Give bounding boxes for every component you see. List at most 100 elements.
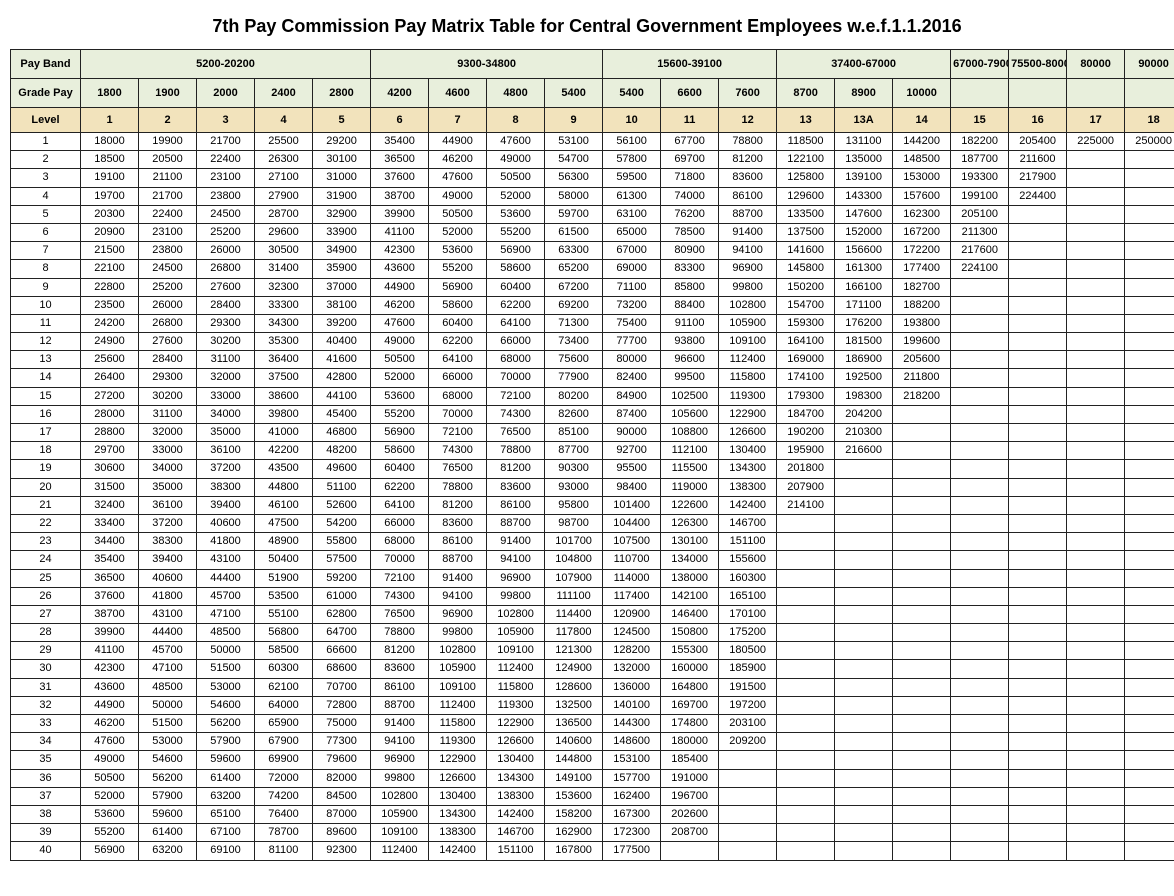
matrix-cell: 56300: [545, 169, 603, 187]
matrix-cell: 91400: [371, 715, 429, 733]
matrix-cell: [951, 296, 1009, 314]
matrix-cell: 122900: [429, 751, 487, 769]
matrix-cell: 150200: [777, 278, 835, 296]
table-row: 3244900500005460064000728008870011240011…: [11, 696, 1174, 714]
matrix-cell: 93800: [661, 333, 719, 351]
matrix-cell: 201800: [777, 460, 835, 478]
table-row: 1930600340003720043500496006040076500812…: [11, 460, 1174, 478]
matrix-cell: 90000: [603, 424, 661, 442]
matrix-cell: 47600: [429, 169, 487, 187]
matrix-cell: 174800: [661, 715, 719, 733]
matrix-cell: 21100: [139, 169, 197, 187]
matrix-cell: [1125, 424, 1174, 442]
matrix-cell: [1125, 460, 1174, 478]
matrix-cell: 105600: [661, 405, 719, 423]
table-row: 4056900632006910081100923001124001424001…: [11, 842, 1174, 860]
matrix-cell: 37600: [371, 169, 429, 187]
matrix-cell: 35400: [371, 133, 429, 151]
matrix-cell: 76500: [487, 424, 545, 442]
matrix-cell: [835, 514, 893, 532]
matrix-cell: 31000: [313, 169, 371, 187]
row-index: 40: [11, 842, 81, 860]
row-index: 38: [11, 805, 81, 823]
matrix-cell: 25500: [255, 133, 313, 151]
matrix-cell: 38300: [139, 533, 197, 551]
matrix-cell: [835, 569, 893, 587]
row-index: 9: [11, 278, 81, 296]
matrix-cell: [951, 333, 1009, 351]
row-index: 23: [11, 533, 81, 551]
matrix-cell: [777, 605, 835, 623]
matrix-cell: 39900: [81, 624, 139, 642]
matrix-cell: 24500: [139, 260, 197, 278]
table-row: 1180001990021700255002920035400449004760…: [11, 133, 1174, 151]
matrix-cell: 85800: [661, 278, 719, 296]
matrix-cell: [893, 805, 951, 823]
matrix-cell: 28400: [197, 296, 255, 314]
matrix-cell: 46200: [429, 151, 487, 169]
matrix-cell: [1067, 751, 1125, 769]
matrix-cell: 64700: [313, 624, 371, 642]
table-row: 3853600596006510076400870001059001343001…: [11, 805, 1174, 823]
matrix-cell: 61300: [603, 187, 661, 205]
matrix-cell: 112400: [719, 351, 777, 369]
matrix-cell: [893, 605, 951, 623]
matrix-cell: 112400: [371, 842, 429, 860]
matrix-cell: 182700: [893, 278, 951, 296]
matrix-cell: 91100: [661, 314, 719, 332]
matrix-cell: 117400: [603, 587, 661, 605]
matrix-cell: [1067, 351, 1125, 369]
matrix-cell: 33400: [81, 514, 139, 532]
matrix-cell: 74300: [371, 587, 429, 605]
matrix-cell: 27200: [81, 387, 139, 405]
matrix-cell: 50000: [197, 642, 255, 660]
row-index: 33: [11, 715, 81, 733]
matrix-cell: [1125, 678, 1174, 696]
matrix-cell: 58500: [255, 642, 313, 660]
payband-cell: 5200-20200: [81, 50, 371, 79]
matrix-cell: 181500: [835, 333, 893, 351]
matrix-cell: [777, 733, 835, 751]
table-row: 2233400372004060047500542006600083600887…: [11, 514, 1174, 532]
table-row: 3447600530005790067900773009410011930012…: [11, 733, 1174, 751]
matrix-cell: [835, 751, 893, 769]
matrix-cell: [1067, 460, 1125, 478]
matrix-cell: 138300: [719, 478, 777, 496]
matrix-cell: 61400: [197, 769, 255, 787]
matrix-cell: [893, 642, 951, 660]
matrix-cell: 82600: [545, 405, 603, 423]
matrix-cell: 130400: [429, 787, 487, 805]
matrix-cell: 70000: [487, 369, 545, 387]
row-index: 8: [11, 260, 81, 278]
matrix-cell: 40600: [197, 514, 255, 532]
matrix-cell: [893, 442, 951, 460]
matrix-cell: [1009, 242, 1067, 260]
matrix-cell: 137500: [777, 223, 835, 241]
matrix-cell: 66000: [487, 333, 545, 351]
matrix-cell: 77700: [603, 333, 661, 351]
matrix-cell: [893, 514, 951, 532]
matrix-cell: [777, 514, 835, 532]
matrix-cell: [1125, 478, 1174, 496]
matrix-cell: 31500: [81, 478, 139, 496]
matrix-cell: [951, 551, 1009, 569]
gradepay-cell: 5400: [603, 79, 661, 108]
matrix-cell: 53000: [197, 678, 255, 696]
matrix-cell: 38700: [81, 605, 139, 623]
matrix-cell: 29300: [139, 369, 197, 387]
row-index: 14: [11, 369, 81, 387]
matrix-cell: 71300: [545, 314, 603, 332]
matrix-cell: 99800: [371, 769, 429, 787]
gradepay-label: Grade Pay: [11, 79, 81, 108]
matrix-cell: 62200: [487, 296, 545, 314]
matrix-cell: 65100: [197, 805, 255, 823]
matrix-cell: 130400: [719, 442, 777, 460]
matrix-cell: 30200: [197, 333, 255, 351]
row-index: 16: [11, 405, 81, 423]
row-index: 3: [11, 169, 81, 187]
matrix-cell: 162300: [893, 205, 951, 223]
matrix-cell: [1009, 715, 1067, 733]
matrix-cell: 44800: [255, 478, 313, 496]
matrix-cell: 102500: [661, 387, 719, 405]
matrix-cell: 53600: [81, 805, 139, 823]
